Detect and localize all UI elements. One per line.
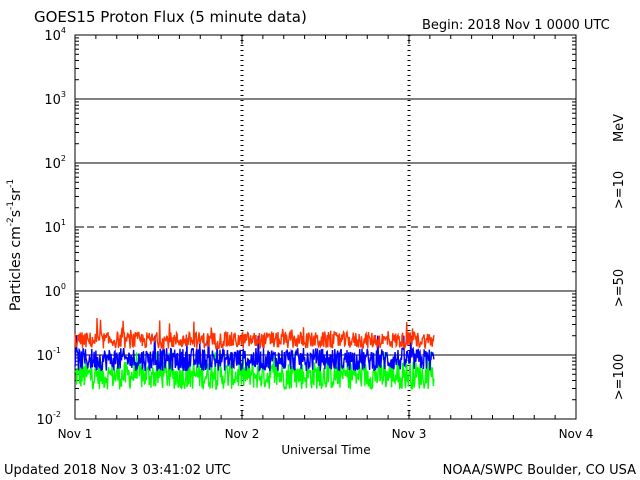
y-tick-label: 100 (44, 282, 66, 300)
y-tick-label-exp: -2 (53, 410, 61, 419)
y-axis-title: Particles cm-2s-1sr-1 (6, 179, 24, 311)
legend-ge10: >=10 (612, 171, 627, 209)
x-tick-labels: Nov 1 Nov 2 Nov 3 Nov 4 (58, 427, 594, 441)
updated-timestamp: Updated 2018 Nov 3 03:41:02 UTC (4, 463, 231, 478)
series-line-ge10 (74, 317, 435, 351)
y-tick-label-base: 10 (36, 413, 53, 428)
y-title-part: s (8, 210, 24, 217)
y-tick-label-base: 10 (44, 157, 61, 172)
y-tick-label: 101 (44, 218, 66, 236)
x-tick-label: Nov 4 (559, 427, 594, 441)
y-tick-label: 104 (44, 26, 66, 44)
gridlines (75, 98, 576, 356)
begin-date: Begin: 2018 Nov 1 0000 UTC (422, 18, 610, 33)
y-title-exponent: -2 (6, 217, 16, 226)
y-tick-label-exp: 0 (61, 282, 66, 291)
y-title-part: sr (8, 188, 24, 201)
x-tick-label: Nov 2 (225, 427, 260, 441)
y-tick-label: 103 (44, 90, 66, 108)
y-tick-label-base: 10 (44, 221, 61, 236)
y-tick-label: 10-1 (36, 346, 61, 364)
legend-ge100: >=100 (612, 354, 627, 401)
chart-title: GOES15 Proton Flux (5 minute data) (34, 8, 307, 26)
y-tick-label: 10-2 (36, 410, 61, 428)
legend-ge50: >=50 (612, 269, 627, 307)
y-tick-label-exp: 4 (61, 26, 66, 35)
y-title-part: Particles cm (8, 226, 24, 311)
y-tick-label-exp: 1 (61, 218, 66, 227)
legend-unit: MeV (612, 114, 627, 142)
y-tick-label-exp: -1 (53, 346, 61, 355)
data-series (74, 317, 435, 391)
y-tick-label-base: 10 (36, 349, 53, 364)
y-tick-label-exp: 3 (61, 90, 66, 99)
series-line-ge50 (74, 335, 435, 373)
source-credit: NOAA/SWPC Boulder, CO USA (443, 463, 636, 478)
y-tick-label-base: 10 (44, 285, 61, 300)
x-tick-label: Nov 1 (58, 427, 93, 441)
x-tick-label: Nov 3 (392, 427, 427, 441)
x-axis-title: Universal Time (281, 443, 370, 457)
y-tick-label-base: 10 (44, 29, 61, 44)
y-tick-label-exp: 2 (61, 154, 66, 163)
y-tick-label: 102 (44, 154, 66, 172)
y-tick-label-base: 10 (44, 93, 61, 108)
y-title-exponent: -1 (6, 201, 16, 210)
y-title-exponent: -1 (6, 179, 16, 188)
